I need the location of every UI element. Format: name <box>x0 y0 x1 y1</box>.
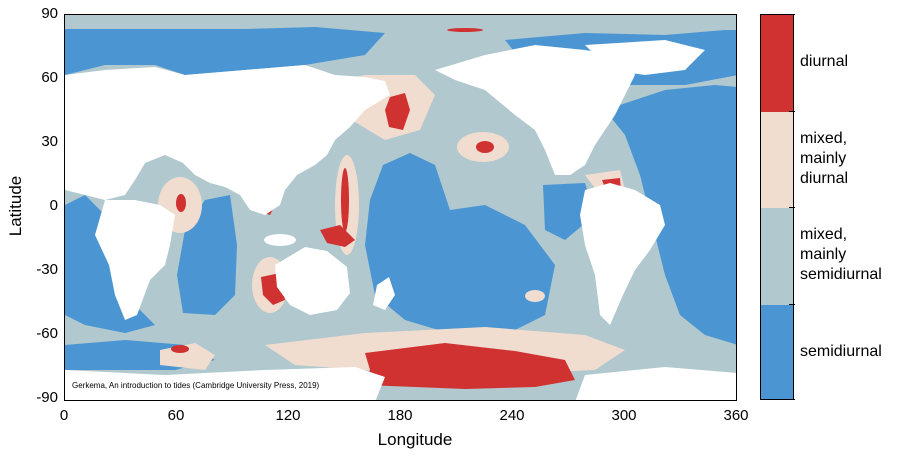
kerguelen-diurnal <box>171 345 189 353</box>
colorbar <box>760 14 794 400</box>
arctic-diurnal <box>447 28 483 32</box>
greenland <box>585 40 705 75</box>
tide-type-map <box>64 14 737 401</box>
south-america <box>580 183 665 325</box>
marianas-diurnal <box>341 168 349 232</box>
credit-text: Gerkema, An introduction to tides (Cambr… <box>72 381 320 390</box>
y-tick-label: 0 <box>49 197 58 214</box>
pacific-semidiurnal <box>365 153 555 335</box>
south-pacific-mixed-diurnal <box>525 290 545 302</box>
x-tick-label: 120 <box>275 407 301 424</box>
eurasia-africa-north <box>65 65 390 215</box>
colorbar-tick <box>789 207 795 208</box>
colorbar-segment-semidiurnal <box>761 304 793 399</box>
arabian-diurnal <box>176 194 186 212</box>
x-tick-label: 0 <box>59 407 69 424</box>
new-zealand <box>373 277 395 310</box>
y-tick-label: -60 <box>36 325 58 342</box>
x-tick-label: 180 <box>387 407 413 424</box>
hawaii-diurnal <box>476 141 494 153</box>
x-tick-label: 60 <box>167 407 185 424</box>
colorbar-tick <box>789 303 795 305</box>
colorbar-label-line: mainly <box>800 246 847 264</box>
land-masses <box>65 40 736 400</box>
map-canvas <box>65 15 736 400</box>
africa-south <box>95 200 175 320</box>
colorbar-tick <box>789 399 795 400</box>
indonesia-islands <box>264 234 296 246</box>
colorbar-label-line: mixed, <box>800 226 848 244</box>
x-tick-label: 300 <box>611 407 637 424</box>
colorbar-tick <box>789 14 795 15</box>
australia <box>275 247 350 315</box>
colorbar-label-line: semidiurnal <box>800 266 882 284</box>
colorbar-label-line: diurnal <box>800 53 849 71</box>
ross-sea-diurnal <box>365 343 575 389</box>
antarctica-west <box>65 367 385 400</box>
colorbar-segment-mixed_semidiurnal <box>761 208 793 305</box>
x-axis-label: Longitude <box>377 430 453 449</box>
colorbar-label-line: mixed, <box>800 129 848 147</box>
colorbar-label-mixed_diurnal: mixed, mainly diurnal <box>800 129 848 189</box>
colorbar-label-diurnal: diurnal <box>800 52 848 72</box>
x-tick-label: 240 <box>499 407 525 424</box>
y-tick-label: -30 <box>36 261 58 278</box>
colorbar-label-line: diurnal <box>800 169 849 187</box>
y-tick-label: 90 <box>41 5 58 22</box>
y-tick-label: 60 <box>41 69 58 86</box>
okhotsk-diurnal <box>385 93 410 130</box>
colorbar-tick <box>789 110 795 112</box>
colorbar-label-mixed_semidiurnal: mixed, mainly semidiurnal <box>800 225 882 285</box>
colorbar-label-line: semidiurnal <box>800 342 882 360</box>
arctic-semidiurnal <box>65 27 385 75</box>
atlantic-semidiurnal <box>605 85 736 345</box>
y-axis-label: Latitude <box>6 175 25 237</box>
x-tick-label: 360 <box>723 407 749 424</box>
colorbar-label-semidiurnal: semidiurnal <box>800 342 882 362</box>
colorbar-label-line: mainly <box>800 149 847 167</box>
y-tick-label: 30 <box>41 133 58 150</box>
colorbar-segment-diurnal <box>761 15 793 112</box>
colorbar-segment-mixed_diurnal <box>761 111 793 208</box>
new-guinea-diurnal <box>320 225 355 247</box>
north-america <box>435 45 635 175</box>
antarctica-east <box>575 367 736 400</box>
y-tick-label: -90 <box>36 389 58 406</box>
